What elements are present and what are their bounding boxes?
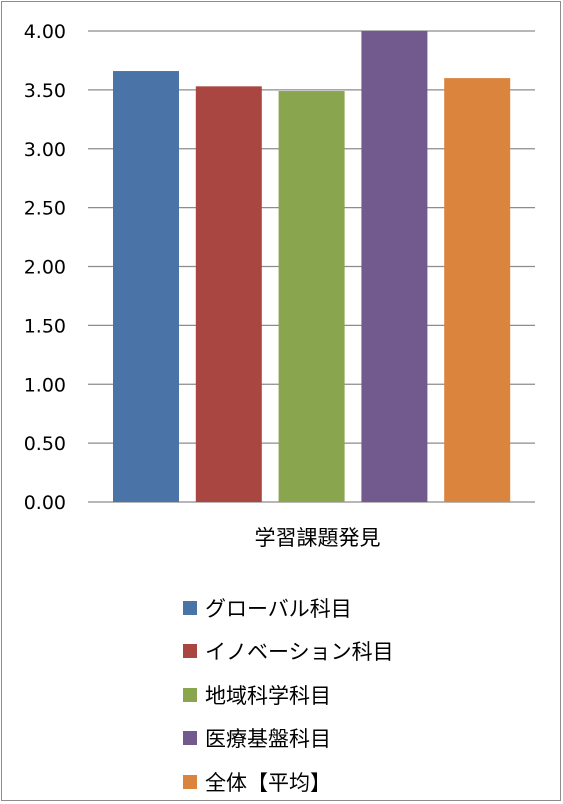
y-tick-label: 2.00 <box>24 257 66 279</box>
bar <box>361 31 428 502</box>
y-tick-label: 0.00 <box>24 492 66 514</box>
legend-swatch <box>183 731 197 746</box>
legend-label: 地域科学科目 <box>205 683 331 708</box>
legend-label: イノベーション科目 <box>205 640 394 665</box>
legend-label: 医療基盤科目 <box>205 727 331 752</box>
legend-item: グローバル科目 <box>183 586 394 630</box>
y-tick-label: 4.00 <box>24 21 66 43</box>
legend-item: 地域科学科目 <box>183 673 394 717</box>
legend-swatch <box>183 600 197 615</box>
category-label: 学習課題発見 <box>255 526 381 550</box>
bar <box>278 91 345 503</box>
legend-label: 全体【平均】 <box>205 770 331 795</box>
bar <box>444 78 511 502</box>
legend-swatch <box>183 687 197 702</box>
y-axis-ticks: 0.00 0.50 1.00 1.50 2.00 2.50 3.00 3.50 4.00 <box>24 21 66 514</box>
legend-label: グローバル科目 <box>205 596 352 621</box>
legend: グローバル科目 イノベーション科目 地域科学科目 医療基盤科目 全体【平均】 <box>183 586 394 804</box>
bars <box>113 31 511 503</box>
legend-item: 医療基盤科目 <box>183 717 394 761</box>
bar <box>113 71 179 502</box>
bar <box>195 86 262 502</box>
y-tick-label: 3.00 <box>24 139 66 161</box>
y-tick-label: 0.50 <box>24 433 66 455</box>
legend-item: 全体【平均】 <box>183 760 394 804</box>
legend-swatch <box>183 644 197 659</box>
legend-item: イノベーション科目 <box>183 630 394 674</box>
y-tick-label: 3.50 <box>24 80 66 102</box>
y-tick-label: 2.50 <box>24 198 66 220</box>
legend-swatch <box>183 774 197 789</box>
y-tick-label: 1.00 <box>24 374 66 396</box>
y-tick-label: 1.50 <box>24 315 66 337</box>
